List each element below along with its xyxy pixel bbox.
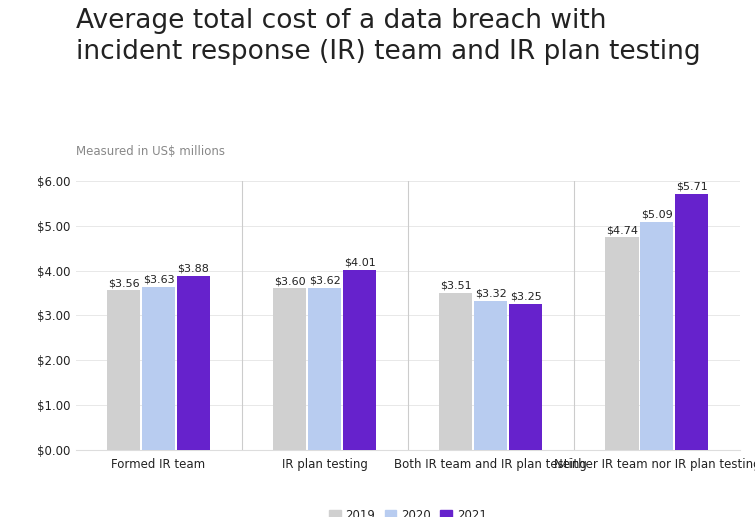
Text: $3.63: $3.63 — [143, 275, 174, 285]
Text: $3.62: $3.62 — [309, 276, 341, 285]
Text: $3.56: $3.56 — [108, 278, 140, 288]
Bar — [474, 301, 507, 450]
Text: $3.32: $3.32 — [475, 289, 507, 299]
Legend: 2019, 2020, 2021: 2019, 2020, 2021 — [324, 504, 492, 517]
Text: Measured in US$ millions: Measured in US$ millions — [76, 145, 224, 158]
Text: $4.01: $4.01 — [344, 258, 375, 268]
Bar — [606, 237, 639, 450]
Bar — [273, 288, 307, 450]
Text: $3.60: $3.60 — [274, 276, 306, 286]
Bar — [343, 270, 376, 450]
Text: $5.09: $5.09 — [641, 209, 673, 220]
Text: $4.74: $4.74 — [606, 225, 638, 235]
Text: Average total cost of a data breach with
incident response (IR) team and IR plan: Average total cost of a data breach with… — [76, 8, 700, 65]
Text: $3.25: $3.25 — [510, 292, 541, 302]
Text: $3.88: $3.88 — [177, 264, 209, 273]
Bar — [439, 293, 473, 450]
Text: $3.51: $3.51 — [440, 280, 472, 290]
Bar — [509, 304, 542, 450]
Text: $5.71: $5.71 — [676, 181, 707, 192]
Bar — [308, 287, 341, 450]
Bar — [640, 222, 673, 450]
Bar — [177, 276, 210, 450]
Bar — [675, 194, 708, 450]
Bar — [142, 287, 175, 450]
Bar — [107, 290, 140, 450]
